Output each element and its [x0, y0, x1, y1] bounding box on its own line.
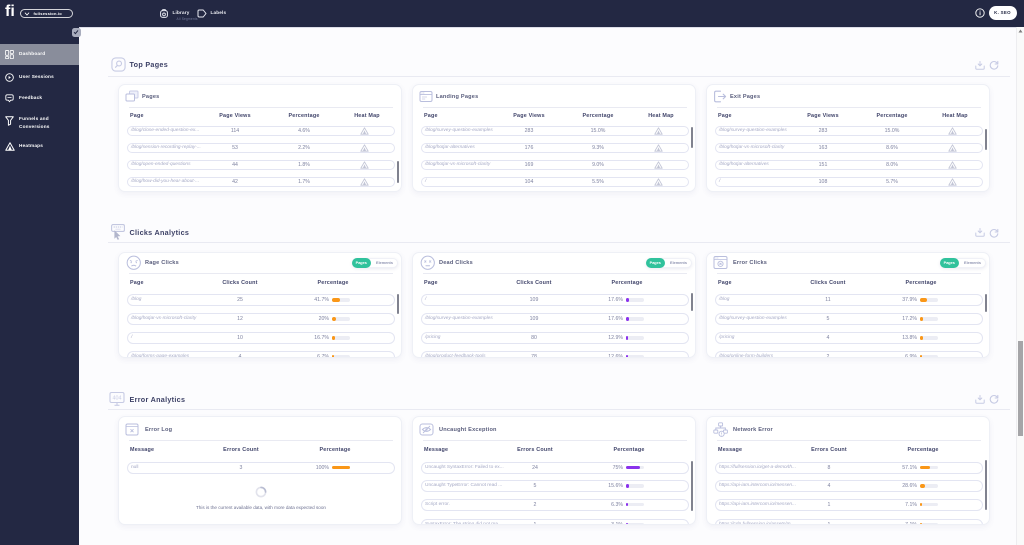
svg-text:404: 404: [112, 395, 121, 401]
